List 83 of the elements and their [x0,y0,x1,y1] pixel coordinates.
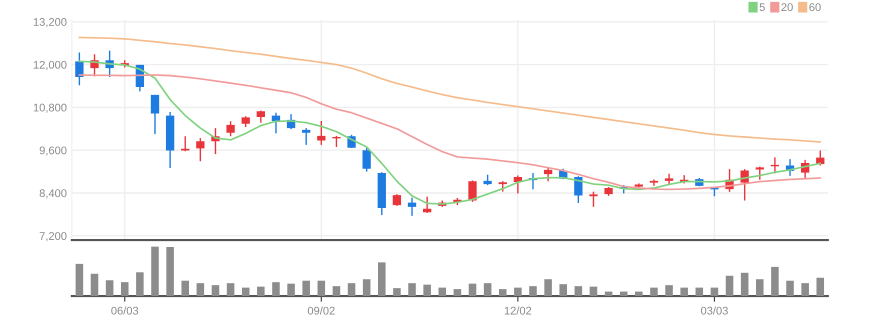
bar [362,279,370,296]
bar [484,283,492,296]
bar [635,292,643,296]
bar [378,262,386,296]
candlestick [272,112,280,134]
bar [166,247,174,296]
bar [665,285,673,296]
bar [620,292,628,296]
bar [287,284,295,296]
bar [408,283,416,296]
bar [423,284,431,296]
bar [726,276,734,296]
bar [756,279,764,296]
candlestick [242,116,250,128]
bar [212,285,220,296]
bar [590,286,598,296]
bar [302,280,310,296]
candlestick [483,174,492,186]
x-tick-label: 03/03 [700,306,728,315]
y-tick-label: 13,200 [34,18,67,28]
bar [544,279,552,296]
candlestick [226,120,235,137]
bar [76,264,84,296]
bar [242,288,250,296]
candlestick [756,166,764,180]
bar [136,272,144,296]
bar [786,280,794,296]
bar [332,286,340,296]
candlestick [256,110,265,124]
bar [272,282,280,296]
candlestick [150,94,160,135]
bar [696,288,704,296]
bar [196,283,204,296]
candlestick [392,193,402,207]
line-series [78,36,822,143]
bar [514,288,522,296]
y-tick-label: 12,000 [34,60,67,70]
bar [348,283,356,296]
candlestick [816,150,824,166]
y-tick-label: 9,600 [40,146,67,156]
candlestick [196,137,205,162]
bar [90,274,98,296]
bar [559,284,568,296]
bar [454,289,462,296]
bar [257,286,265,296]
candlestick [544,166,552,182]
bar [740,272,748,296]
bar [318,280,326,296]
candlestick [422,196,432,214]
candlestick [408,196,416,217]
bar [801,283,809,296]
candlestick [317,120,326,146]
y-tick-label: 7,200 [40,232,67,242]
bar [151,246,159,296]
bar [710,288,718,296]
bar [120,282,129,296]
bar [438,288,446,296]
x-tick-label: 12/02 [504,306,532,315]
bar [393,288,401,296]
bar [604,292,612,296]
bar [181,280,190,296]
x-tick-label: 06/03 [111,306,138,315]
y-tick-label: 10,800 [34,104,67,113]
legend-label: 60 [809,3,821,12]
bar [226,283,234,296]
legend-label: 20 [781,3,793,12]
y-tick-label: 8,400 [40,189,67,198]
bar [680,288,688,296]
bar [498,289,507,296]
bar [468,284,476,296]
candlestick [332,135,341,148]
legend-label: 5 [760,3,765,12]
bar [529,286,537,296]
candlestick [514,174,522,194]
candlestick [574,176,582,204]
bar [574,286,582,296]
bar [816,278,824,296]
x-tick-label: 09/02 [308,306,335,315]
candlestick [362,147,371,172]
bar [771,266,779,296]
candlestick [75,52,84,86]
bar [650,288,658,296]
bar [106,280,114,296]
